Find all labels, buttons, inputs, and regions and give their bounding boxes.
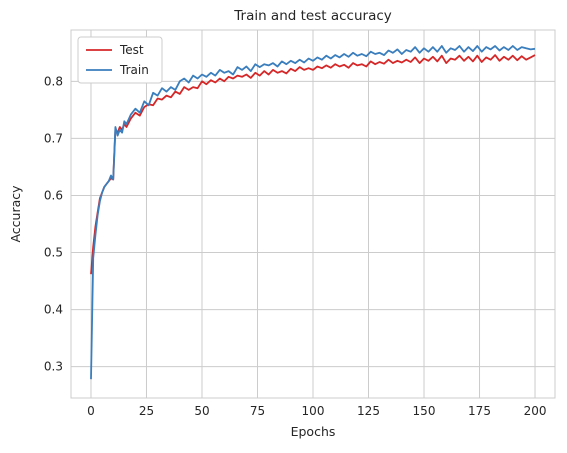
legend-label-train: Train xyxy=(119,63,149,77)
x-tick-label: 75 xyxy=(250,404,265,418)
chart-title: Train and test accuracy xyxy=(233,8,392,24)
y-tick-label: 0.5 xyxy=(44,246,63,260)
y-tick-label: 0.4 xyxy=(44,303,63,317)
x-tick-label: 50 xyxy=(194,404,209,418)
x-axis-label: Epochs xyxy=(291,424,336,439)
legend-label-test: Test xyxy=(119,43,144,57)
x-tick-label: 125 xyxy=(357,404,380,418)
x-tick-label: 150 xyxy=(413,404,436,418)
x-tick-label: 200 xyxy=(524,404,547,418)
y-tick-label: 0.8 xyxy=(44,74,63,88)
x-tick-label: 25 xyxy=(139,404,154,418)
y-tick-label: 0.7 xyxy=(44,131,63,145)
x-tick-label: 0 xyxy=(87,404,95,418)
y-tick-label: 0.3 xyxy=(44,360,63,374)
legend: Test Train xyxy=(78,37,162,83)
x-tick-label: 100 xyxy=(302,404,325,418)
y-axis-label: Accuracy xyxy=(8,185,23,243)
x-tick-label: 175 xyxy=(468,404,491,418)
y-tick-label: 0.6 xyxy=(44,188,63,202)
